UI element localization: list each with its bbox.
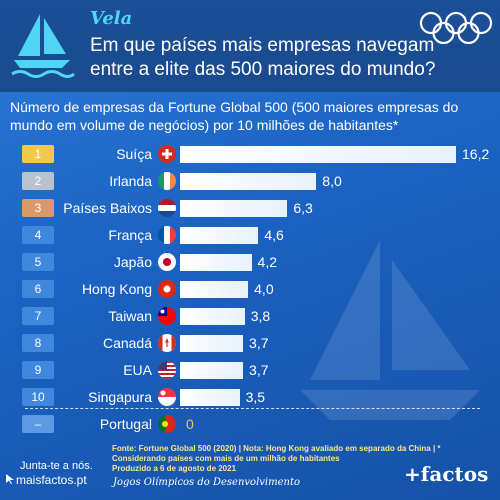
country-label: Irlanda bbox=[109, 173, 152, 189]
bar bbox=[180, 173, 317, 190]
sailing-icon bbox=[11, 14, 75, 78]
singapore-flag-icon bbox=[158, 388, 176, 406]
produced-date: Produzido a 6 de agosto de 2021 bbox=[112, 464, 237, 473]
rank-badge: – bbox=[22, 415, 54, 433]
value-label: 3,5 bbox=[245, 389, 266, 405]
portugal-flag-icon bbox=[158, 415, 176, 433]
bar bbox=[180, 254, 252, 271]
chart-subtitle: Número de empresas da Fortune Global 500… bbox=[10, 99, 459, 133]
header-band: Vela Em que países mais empresas navegam… bbox=[0, 0, 500, 92]
bar bbox=[180, 200, 288, 217]
series-name: Jogos Olímpicos do Desenvolvimento bbox=[113, 477, 300, 488]
country-label: EUA bbox=[123, 362, 152, 378]
bar bbox=[180, 389, 240, 406]
value-label: 3,7 bbox=[249, 362, 269, 378]
japan-flag-icon bbox=[158, 253, 176, 271]
country-label: França bbox=[108, 227, 152, 243]
sources-text: Fonte: Fortune Global 500 (2020) | Nota:… bbox=[112, 444, 441, 463]
cta-text: Junta-te a nós. bbox=[20, 460, 93, 472]
canada-flag-icon bbox=[158, 334, 176, 352]
bar bbox=[180, 146, 456, 163]
country-label: Portugal bbox=[99, 416, 152, 432]
country-label: Países Baixos bbox=[63, 200, 152, 216]
value-label: 3,7 bbox=[249, 335, 269, 351]
rank-badge: 5 bbox=[22, 253, 54, 271]
rank-badge: 9 bbox=[22, 361, 54, 379]
value-label: 4,2 bbox=[257, 254, 278, 270]
rank-badge: 6 bbox=[22, 280, 54, 298]
rank-badge: 1 bbox=[22, 145, 54, 163]
sport-label: Vela bbox=[90, 8, 133, 29]
value-label: 0 bbox=[186, 416, 194, 432]
page-title: Em que países mais empresas navegam entr… bbox=[90, 35, 436, 80]
bar bbox=[180, 362, 244, 379]
olympic-rings-icon bbox=[419, 11, 493, 45]
rank-badge: 2 bbox=[22, 172, 54, 190]
country-label: Hong Kong bbox=[81, 281, 152, 297]
ireland-flag-icon bbox=[158, 172, 176, 190]
rank-badge: 10 bbox=[22, 388, 54, 406]
rank-badge: 7 bbox=[22, 307, 54, 325]
rank-badge: 3 bbox=[22, 199, 54, 217]
brand-logo: +factos bbox=[404, 462, 489, 486]
value-label: 3,8 bbox=[250, 308, 271, 324]
cursor-icon bbox=[6, 474, 14, 484]
value-label: 4,0 bbox=[254, 281, 274, 297]
country-label: Canadá bbox=[102, 335, 152, 351]
netherlands-flag-icon bbox=[158, 199, 176, 217]
bar bbox=[180, 227, 259, 244]
country-label: Singapura bbox=[88, 389, 152, 405]
sailing-watermark-icon bbox=[300, 240, 480, 420]
usa-flag-icon bbox=[158, 361, 176, 379]
bar bbox=[180, 281, 249, 298]
switzerland-flag-icon bbox=[158, 145, 176, 163]
rank-badge: 4 bbox=[22, 226, 54, 244]
bar bbox=[180, 308, 245, 325]
rank-badge: 8 bbox=[22, 334, 54, 352]
country-label: Suíça bbox=[116, 146, 152, 162]
france-flag-icon bbox=[158, 226, 176, 244]
sources-note: Fonte: Fortune Global 500 (2020) | Nota:… bbox=[112, 444, 442, 474]
country-label: Japão bbox=[113, 254, 152, 270]
value-label: 8,0 bbox=[322, 173, 342, 189]
hong-kong-flag-icon bbox=[158, 280, 176, 298]
taiwan-flag-icon bbox=[158, 307, 176, 325]
value-label: 16,2 bbox=[462, 146, 490, 162]
bar bbox=[180, 335, 244, 352]
value-label: 4,6 bbox=[264, 227, 284, 243]
value-label: 6,3 bbox=[293, 200, 313, 216]
site-url[interactable]: maisfactos.pt bbox=[16, 473, 87, 487]
country-label: Taiwan bbox=[108, 308, 152, 324]
portugal-separator bbox=[25, 408, 480, 409]
site-link[interactable]: maisfactos.pt bbox=[6, 473, 87, 487]
